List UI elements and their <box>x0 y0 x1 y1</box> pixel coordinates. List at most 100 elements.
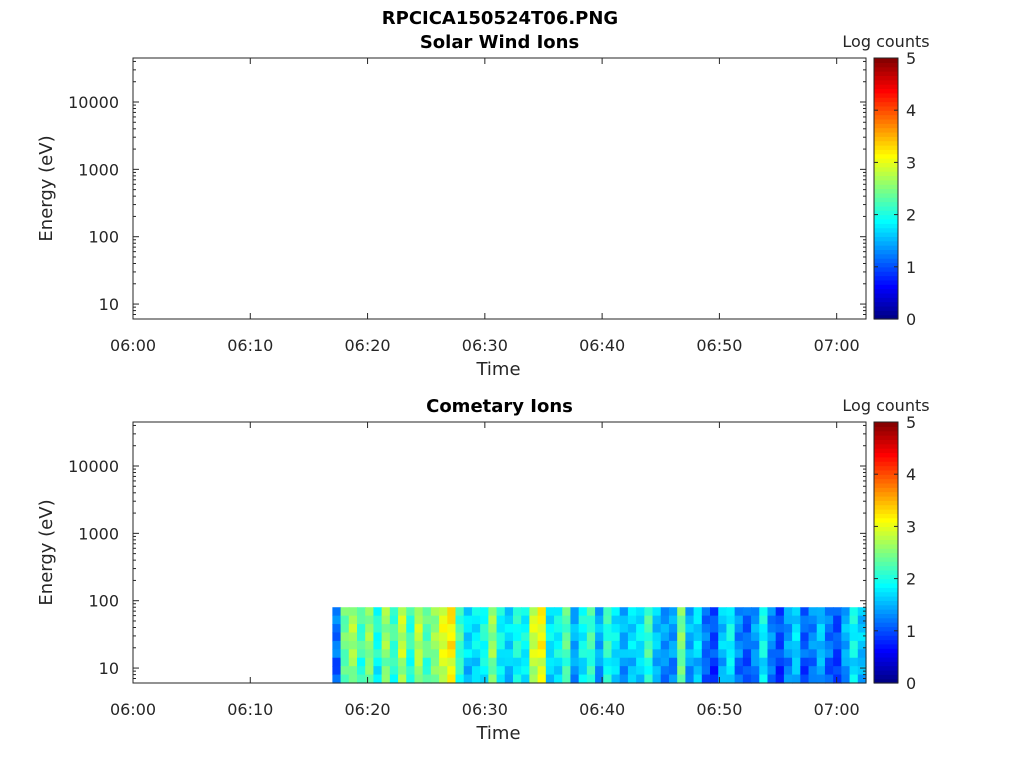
colorbar-tick-label: 5 <box>906 49 916 68</box>
heatmap-cell <box>701 607 711 617</box>
heatmap-cell <box>381 624 391 634</box>
heatmap-cell <box>373 674 383 684</box>
heatmap-cell <box>603 624 613 634</box>
heatmap-cell <box>816 649 826 659</box>
colorbar-step <box>874 648 898 654</box>
heatmap-cell <box>463 666 473 676</box>
heatmap-cell <box>496 632 506 642</box>
heatmap-cell <box>857 615 867 625</box>
heatmap-cell <box>792 640 801 650</box>
heatmap-cell <box>512 640 522 650</box>
heatmap-cell <box>554 615 563 625</box>
x-tick-label: 06:30 <box>462 336 508 355</box>
heatmap-cell <box>398 640 407 650</box>
heatmap-cell <box>751 657 760 667</box>
heatmap-cell <box>545 649 555 659</box>
y-tick-label: 1000 <box>78 524 119 543</box>
colorbar-step <box>874 539 898 545</box>
heatmap-cell <box>529 615 539 625</box>
heatmap-cell <box>332 674 342 684</box>
heatmap-cell <box>693 649 703 659</box>
heatmap-cell <box>816 632 826 642</box>
heatmap-cell <box>701 640 711 650</box>
heatmap-cell <box>430 615 440 625</box>
colorbar-label: Log counts <box>842 32 929 51</box>
heatmap-cell <box>619 649 629 659</box>
heatmap-cell <box>586 615 596 625</box>
colorbar-tick-label: 3 <box>906 517 916 536</box>
heatmap-cell <box>636 649 645 659</box>
heatmap-cell <box>718 657 728 667</box>
heatmap-cell <box>742 666 752 676</box>
heatmap-cell <box>808 657 818 667</box>
heatmap-cell <box>340 632 350 642</box>
heatmap-cell <box>668 640 678 650</box>
colorbar-step <box>874 635 898 641</box>
heatmap-cell <box>677 615 686 625</box>
heatmap-cell <box>619 632 629 642</box>
heatmap-cell <box>718 640 728 650</box>
heatmap-cell <box>529 674 539 684</box>
heatmap-cell <box>636 632 645 642</box>
heatmap-cell <box>586 632 596 642</box>
colorbar-step <box>874 652 898 658</box>
heatmap-cell <box>332 624 342 634</box>
heatmap-cell <box>734 615 744 625</box>
heatmap-cell <box>701 649 711 659</box>
colorbar-step <box>874 613 898 619</box>
figure-title: RPCICA150524T06.PNG <box>382 8 618 29</box>
heatmap-cell <box>726 649 736 659</box>
colorbar-step <box>874 192 898 198</box>
heatmap-cell <box>414 607 424 617</box>
colorbar-step <box>874 626 898 632</box>
heatmap-cell <box>734 657 744 667</box>
heatmap-cell <box>512 666 522 676</box>
heatmap-cell <box>800 632 810 642</box>
heatmap-cell <box>849 674 859 684</box>
colorbar-tick-label: 2 <box>906 206 916 225</box>
colorbar-step <box>874 509 898 514</box>
x-tick-label: 06:20 <box>345 336 391 355</box>
heatmap-cell <box>430 674 440 684</box>
heatmap-cell <box>496 607 506 617</box>
heatmap-cell <box>521 657 531 667</box>
colorbar-step <box>874 561 898 567</box>
heatmap-cell <box>586 624 596 634</box>
x-axis-label: Time <box>475 359 520 380</box>
heatmap-cell <box>512 649 522 659</box>
heatmap-cell <box>636 607 645 617</box>
heatmap-cell <box>545 666 555 676</box>
heatmap-cell <box>751 666 760 676</box>
heatmap-cell <box>512 632 522 642</box>
heatmap-cell <box>718 649 728 659</box>
heatmap-cell <box>775 657 785 667</box>
heatmap-cell <box>562 666 572 676</box>
heatmap-cell <box>570 666 580 676</box>
colorbar-step <box>874 517 898 523</box>
heatmap-cell <box>455 632 465 642</box>
colorbar-step <box>874 262 898 268</box>
heatmap-cell <box>529 666 539 676</box>
heatmap-cell <box>668 624 678 634</box>
colorbar-step <box>874 292 898 298</box>
heatmap-cell <box>841 624 851 634</box>
heatmap-cell <box>718 666 728 676</box>
colorbar-step <box>874 314 898 320</box>
heatmap-cell <box>644 649 654 659</box>
heatmap-cell <box>808 632 818 642</box>
colorbar-step <box>874 600 898 606</box>
heatmap-cell <box>685 615 695 625</box>
colorbar-step <box>874 58 898 63</box>
colorbar-frame <box>873 421 899 684</box>
plot-frame <box>132 57 867 320</box>
heatmap-cell <box>340 624 350 634</box>
heatmap-cell <box>348 640 358 650</box>
heatmap-cell <box>398 624 407 634</box>
heatmap-cell <box>775 666 785 676</box>
colorbar-tick-label: 4 <box>906 101 916 120</box>
heatmap-cell <box>578 632 588 642</box>
heatmap-cell <box>816 666 826 676</box>
heatmap-cell <box>726 615 736 625</box>
heatmap-cell <box>742 674 752 684</box>
heatmap-cell <box>562 615 572 625</box>
